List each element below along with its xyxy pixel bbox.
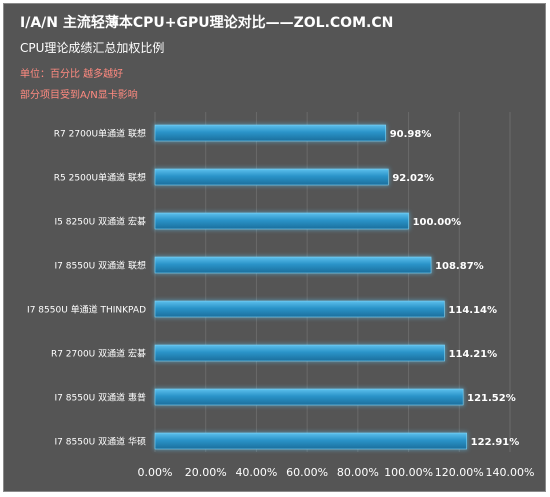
bar — [154, 388, 464, 406]
value-label: 114.21% — [449, 349, 498, 360]
category-label: I7 8550U 双通道 华硕 — [55, 436, 146, 448]
bar — [154, 168, 389, 186]
value-label: 114.14% — [448, 305, 497, 316]
x-tick-label: 20.00% — [185, 466, 227, 479]
bar — [154, 300, 445, 318]
category-label: R7 2700U 双通道 宏碁 — [51, 348, 146, 360]
chart-frame: I/A/N 主流轻薄本CPU+GPU理论对比——ZOL.COM.CN CPU理论… — [3, 3, 546, 492]
unit-note: 单位：百分比 越多越好 — [20, 69, 124, 80]
x-tick-label: 120.00% — [435, 466, 484, 479]
x-tick-label: 100.00% — [384, 466, 433, 479]
bar — [154, 344, 445, 362]
bar — [154, 124, 386, 142]
bar — [154, 256, 432, 274]
gpu-impact-note: 部分项目受到A/N显卡影响 — [20, 90, 138, 101]
value-label: 90.98% — [390, 129, 432, 140]
x-tick-label: 0.00% — [138, 466, 173, 479]
value-label: 92.02% — [392, 173, 434, 184]
category-label: I7 8550U 双通道 联想 — [55, 260, 146, 272]
value-label: 108.87% — [435, 261, 484, 272]
value-label: 122.91% — [471, 437, 520, 448]
bar — [154, 212, 409, 230]
value-label: 121.52% — [467, 393, 516, 404]
x-tick-label: 60.00% — [286, 466, 328, 479]
chart-title: I/A/N 主流轻薄本CPU+GPU理论对比——ZOL.COM.CN — [20, 15, 394, 31]
category-label: I7 8550U 单通道 THINKPAD — [27, 304, 146, 316]
x-tick-label: 40.00% — [235, 466, 277, 479]
value-label: 100.00% — [413, 217, 462, 228]
category-label: I7 8550U 双通道 惠普 — [55, 392, 146, 404]
chart-subtitle: CPU理论成绩汇总加权比例 — [20, 41, 165, 55]
labels: 0.00% 20.00% 40.00% 60.00% 80.00% 100.00% 120.… — [27, 128, 534, 480]
x-tick-label: 140.00% — [486, 466, 535, 479]
category-label: R7 2700U单通道 联想 — [54, 128, 146, 140]
bars — [154, 124, 468, 450]
x-tick-label: 80.00% — [337, 466, 379, 479]
category-label: I5 8250U 双通道 宏碁 — [55, 216, 146, 228]
category-label: R5 2500U单通道 联想 — [54, 172, 146, 184]
bar — [154, 432, 467, 450]
